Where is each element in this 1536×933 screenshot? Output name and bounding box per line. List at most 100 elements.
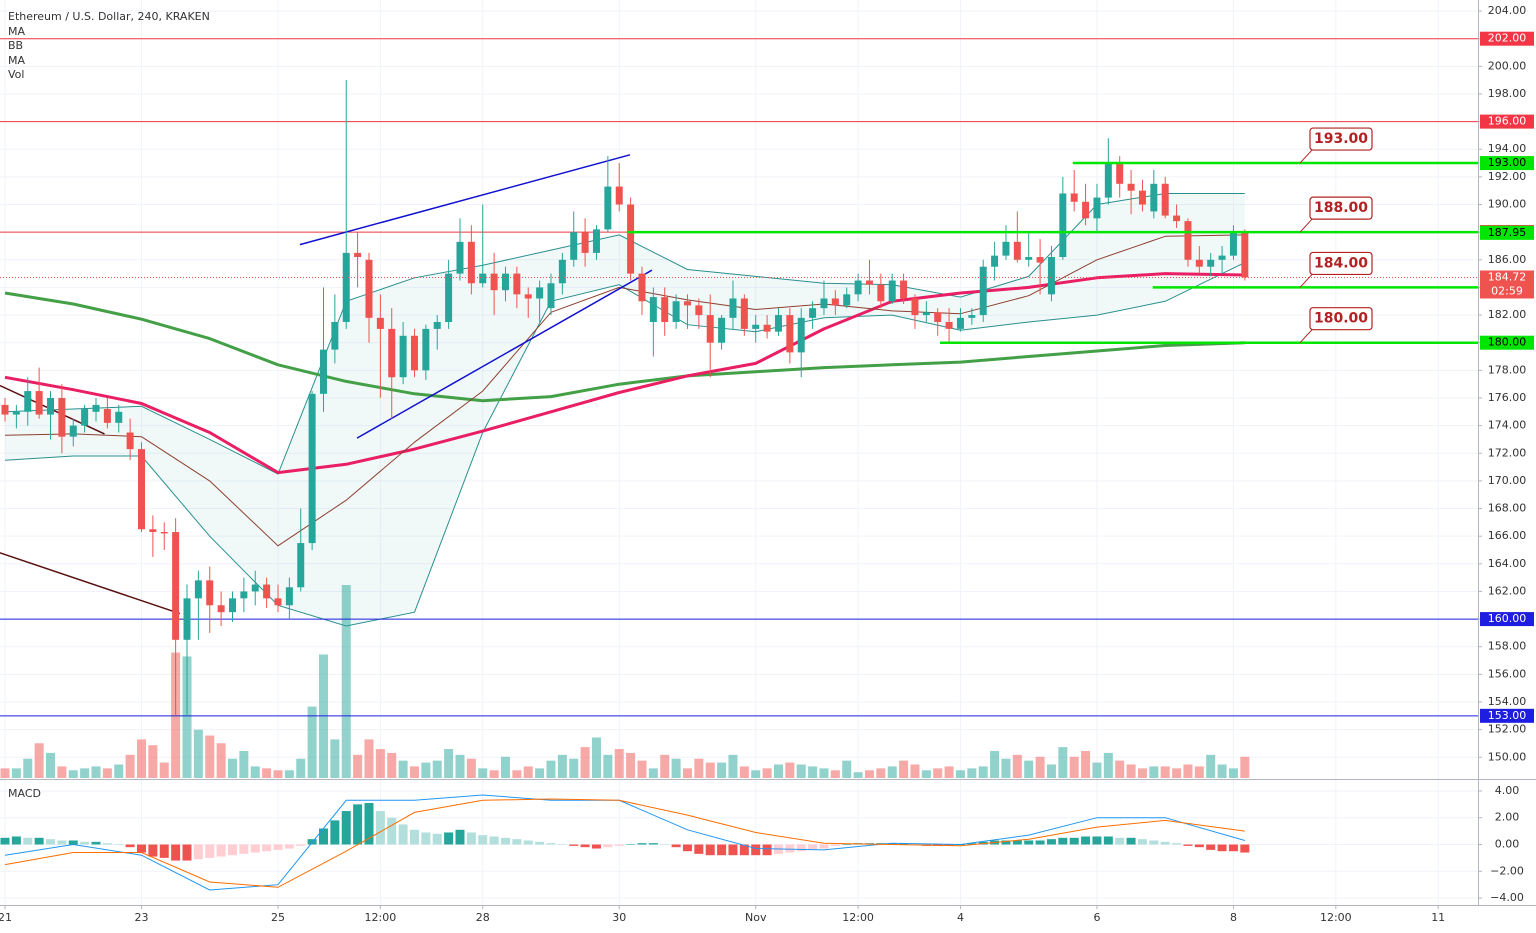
macd-histogram-bar bbox=[546, 843, 556, 845]
volume-bar bbox=[557, 754, 567, 778]
callout-pointer bbox=[1299, 218, 1313, 233]
volume-bar bbox=[569, 758, 579, 778]
candle-body bbox=[752, 324, 760, 329]
macd-histogram-bar bbox=[682, 844, 692, 852]
macd-histogram-bar bbox=[91, 841, 101, 845]
volume-bar bbox=[1081, 750, 1091, 778]
candle-body bbox=[763, 324, 771, 332]
volume-bar bbox=[262, 768, 272, 778]
candle-body bbox=[672, 301, 680, 322]
candle-body bbox=[445, 273, 453, 322]
y-tick-label: 172.00 bbox=[1488, 446, 1527, 459]
volume-bar bbox=[387, 752, 397, 778]
y-tick-label: −4.00 bbox=[1490, 891, 1524, 904]
y-tick-label: 176.00 bbox=[1488, 391, 1527, 404]
axis-label: 196.00 bbox=[1488, 115, 1527, 128]
y-tick-label: 186.00 bbox=[1488, 253, 1527, 266]
candle-body bbox=[877, 284, 885, 302]
y-tick-label: 204.00 bbox=[1488, 4, 1527, 17]
macd-histogram-bar bbox=[1001, 840, 1011, 845]
candle-body bbox=[888, 280, 896, 302]
candle-body bbox=[729, 298, 737, 318]
volume-bar bbox=[591, 737, 601, 778]
macd-histogram-bar bbox=[80, 841, 90, 845]
trend-line bbox=[0, 552, 181, 615]
x-tick-label: 8 bbox=[1230, 911, 1237, 924]
callout-label: 188.00 bbox=[1314, 200, 1368, 216]
candle-body bbox=[979, 266, 987, 316]
candle-body bbox=[228, 598, 236, 613]
macd-histogram-bar bbox=[580, 844, 590, 848]
volume-bar bbox=[193, 729, 203, 778]
macd-histogram-bar bbox=[1228, 844, 1238, 852]
x-tick-label: 4 bbox=[957, 911, 964, 924]
volume-bar bbox=[1024, 760, 1034, 778]
volume-bar bbox=[0, 768, 10, 778]
macd-histogram-bar bbox=[387, 817, 397, 845]
band-upper bbox=[4, 193, 1245, 475]
y-tick-label: 152.00 bbox=[1488, 723, 1527, 736]
y-tick-label: 170.00 bbox=[1488, 474, 1527, 487]
candle-body bbox=[968, 315, 976, 318]
volume-bar bbox=[955, 770, 965, 778]
axis-label: 180.00 bbox=[1488, 336, 1527, 349]
volume-bar bbox=[341, 585, 351, 778]
candle-body bbox=[649, 297, 657, 322]
candle-body bbox=[137, 449, 145, 530]
chart-title: Ethereum / U.S. Dollar, 240, KRAKEN bbox=[8, 10, 210, 23]
macd-histogram-bar bbox=[296, 844, 306, 846]
candle-body bbox=[47, 397, 55, 415]
macd-histogram-bar bbox=[648, 843, 658, 845]
volume-bar bbox=[1001, 758, 1011, 778]
candle-body bbox=[820, 298, 828, 309]
candle-body bbox=[513, 273, 521, 295]
macd-histogram-bar bbox=[705, 844, 715, 856]
macd-histogram-bar bbox=[1183, 844, 1193, 846]
x-tick-label: 11 bbox=[1431, 911, 1445, 924]
candle-body bbox=[558, 259, 566, 284]
macd-histogram-bar bbox=[1046, 839, 1056, 845]
y-tick-label: 162.00 bbox=[1488, 584, 1527, 597]
macd-histogram-bar bbox=[1149, 840, 1159, 845]
macd-histogram-bar bbox=[842, 844, 852, 846]
macd-histogram-bar bbox=[159, 844, 169, 858]
candle-body bbox=[274, 598, 282, 606]
candle-body bbox=[456, 241, 464, 274]
volume-bar bbox=[1137, 768, 1147, 778]
candle-body bbox=[1059, 193, 1067, 258]
y-tick-label: 174.00 bbox=[1488, 419, 1527, 432]
macd-histogram-bar bbox=[637, 843, 647, 845]
candle-body bbox=[683, 301, 691, 306]
candle-body bbox=[536, 287, 544, 299]
candle-body bbox=[809, 308, 817, 318]
macd-histogram-bar bbox=[262, 844, 272, 852]
volume-bar bbox=[227, 758, 237, 778]
volume-bar bbox=[216, 743, 226, 778]
macd-histogram-bar bbox=[57, 840, 67, 845]
candle-body bbox=[604, 186, 612, 230]
macd-histogram-bar bbox=[216, 844, 226, 857]
y-tick-label: 200.00 bbox=[1488, 59, 1527, 72]
macd-histogram-bar bbox=[717, 844, 727, 856]
volume-bar bbox=[739, 766, 749, 778]
macd-histogram-bar bbox=[1172, 843, 1182, 845]
volume-bar bbox=[91, 766, 101, 778]
y-tick-label: 150.00 bbox=[1488, 750, 1527, 763]
volume-bar bbox=[125, 754, 135, 778]
macd-histogram-bar bbox=[500, 837, 510, 845]
volume-bar bbox=[250, 766, 260, 778]
macd-histogram-bar bbox=[1206, 844, 1216, 850]
volume-bar bbox=[23, 758, 33, 778]
macd-histogram-bar bbox=[455, 829, 465, 845]
volume-bar bbox=[307, 706, 317, 778]
volume-bar bbox=[773, 764, 783, 778]
volume-bar bbox=[296, 758, 306, 778]
volume-bar bbox=[717, 762, 727, 778]
volume-bar bbox=[1069, 756, 1079, 778]
candle-body bbox=[524, 294, 532, 299]
candle-body bbox=[251, 584, 259, 592]
x-tick-label: 12:00 bbox=[365, 911, 397, 924]
candle-body bbox=[1036, 257, 1044, 263]
candle-body bbox=[1207, 259, 1215, 267]
macd-histogram-bar bbox=[341, 811, 351, 845]
